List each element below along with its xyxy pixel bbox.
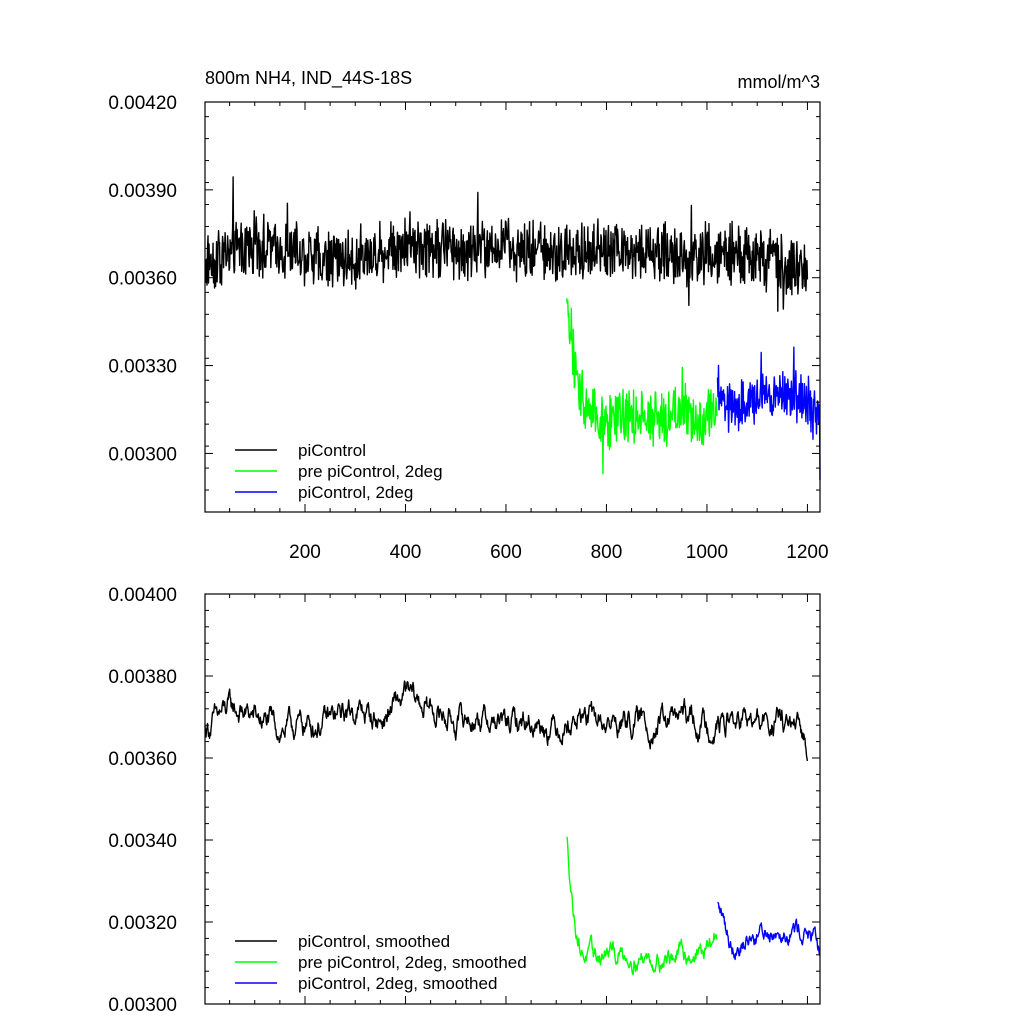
bottom-series-group: [204, 680, 821, 976]
x-tick-label: 1200: [786, 542, 828, 563]
top-axis-ticks: [205, 101, 820, 513]
top-panel-units: mmol/m^3: [738, 72, 820, 92]
top-panel: 800m NH4, IND_44S-18S mmol/m^3 0.003000.…: [108, 68, 828, 563]
y-tick-label: 0.00300: [108, 995, 177, 1016]
legend-label-picontrol-2deg-smoothed: piControl, 2deg, smoothed: [298, 974, 497, 993]
legend-label-pre-picontrol-2deg: pre piControl, 2deg: [298, 462, 443, 481]
x-tick-label: 400: [390, 542, 422, 563]
bottom-plot-frame: [204, 593, 821, 1005]
y-tick-label: 0.00330: [108, 357, 177, 378]
series-line-pre-picontrol-2deg: [566, 298, 718, 475]
y-tick-label: 0.00360: [108, 749, 177, 770]
top-axis-labels: 0.00300 0.00330 0.00360 0.00390 0.00420 200 40…: [108, 93, 828, 563]
y-tick-label: 0.00360: [108, 269, 177, 290]
series-line-picontrol-smoothed: [204, 680, 809, 762]
y-tick-label: 0.00380: [108, 667, 177, 688]
x-tick-label: 1000: [686, 542, 728, 563]
bottom-axis-ticks: [205, 593, 820, 1005]
series-line-picontrol: [204, 176, 809, 312]
bottom-panel: 0.00300 0.00320 0.00340 0.00360 0.00380 0.004…: [108, 585, 821, 1016]
series-line-picontrol-2deg: [716, 346, 821, 480]
x-tick-label: 600: [490, 542, 522, 563]
y-tick-label: 0.00320: [108, 913, 177, 934]
y-tick-label: 0.00420: [108, 93, 177, 114]
series-line-pre-picontrol-2deg-smoothed: [566, 836, 718, 976]
legend-label-picontrol: piControl: [298, 441, 366, 460]
top-plot-frame: [204, 101, 821, 513]
x-tick-label: 800: [591, 542, 623, 563]
y-tick-label: 0.00400: [108, 585, 177, 606]
y-tick-label: 0.00390: [108, 181, 177, 202]
y-tick-label: 0.00300: [108, 444, 177, 465]
x-tick-label: 200: [289, 542, 321, 563]
legend-label-picontrol-smoothed: piControl, smoothed: [298, 932, 450, 951]
top-panel-title: 800m NH4, IND_44S-18S: [205, 68, 412, 89]
top-series-group: [204, 176, 821, 480]
series-line-picontrol-2deg-smoothed: [717, 901, 821, 961]
bottom-legend: piControl, smoothed pre piControl, 2deg,…: [235, 932, 527, 993]
legend-label-pre-picontrol-2deg-smoothed: pre piControl, 2deg, smoothed: [298, 953, 527, 972]
top-legend: piControl pre piControl, 2deg piControl,…: [235, 441, 443, 502]
y-tick-label: 0.00340: [108, 831, 177, 852]
bottom-axis-labels: 0.00300 0.00320 0.00340 0.00360 0.00380 0.004…: [108, 585, 177, 1016]
legend-label-picontrol-2deg: piControl, 2deg: [298, 483, 413, 502]
